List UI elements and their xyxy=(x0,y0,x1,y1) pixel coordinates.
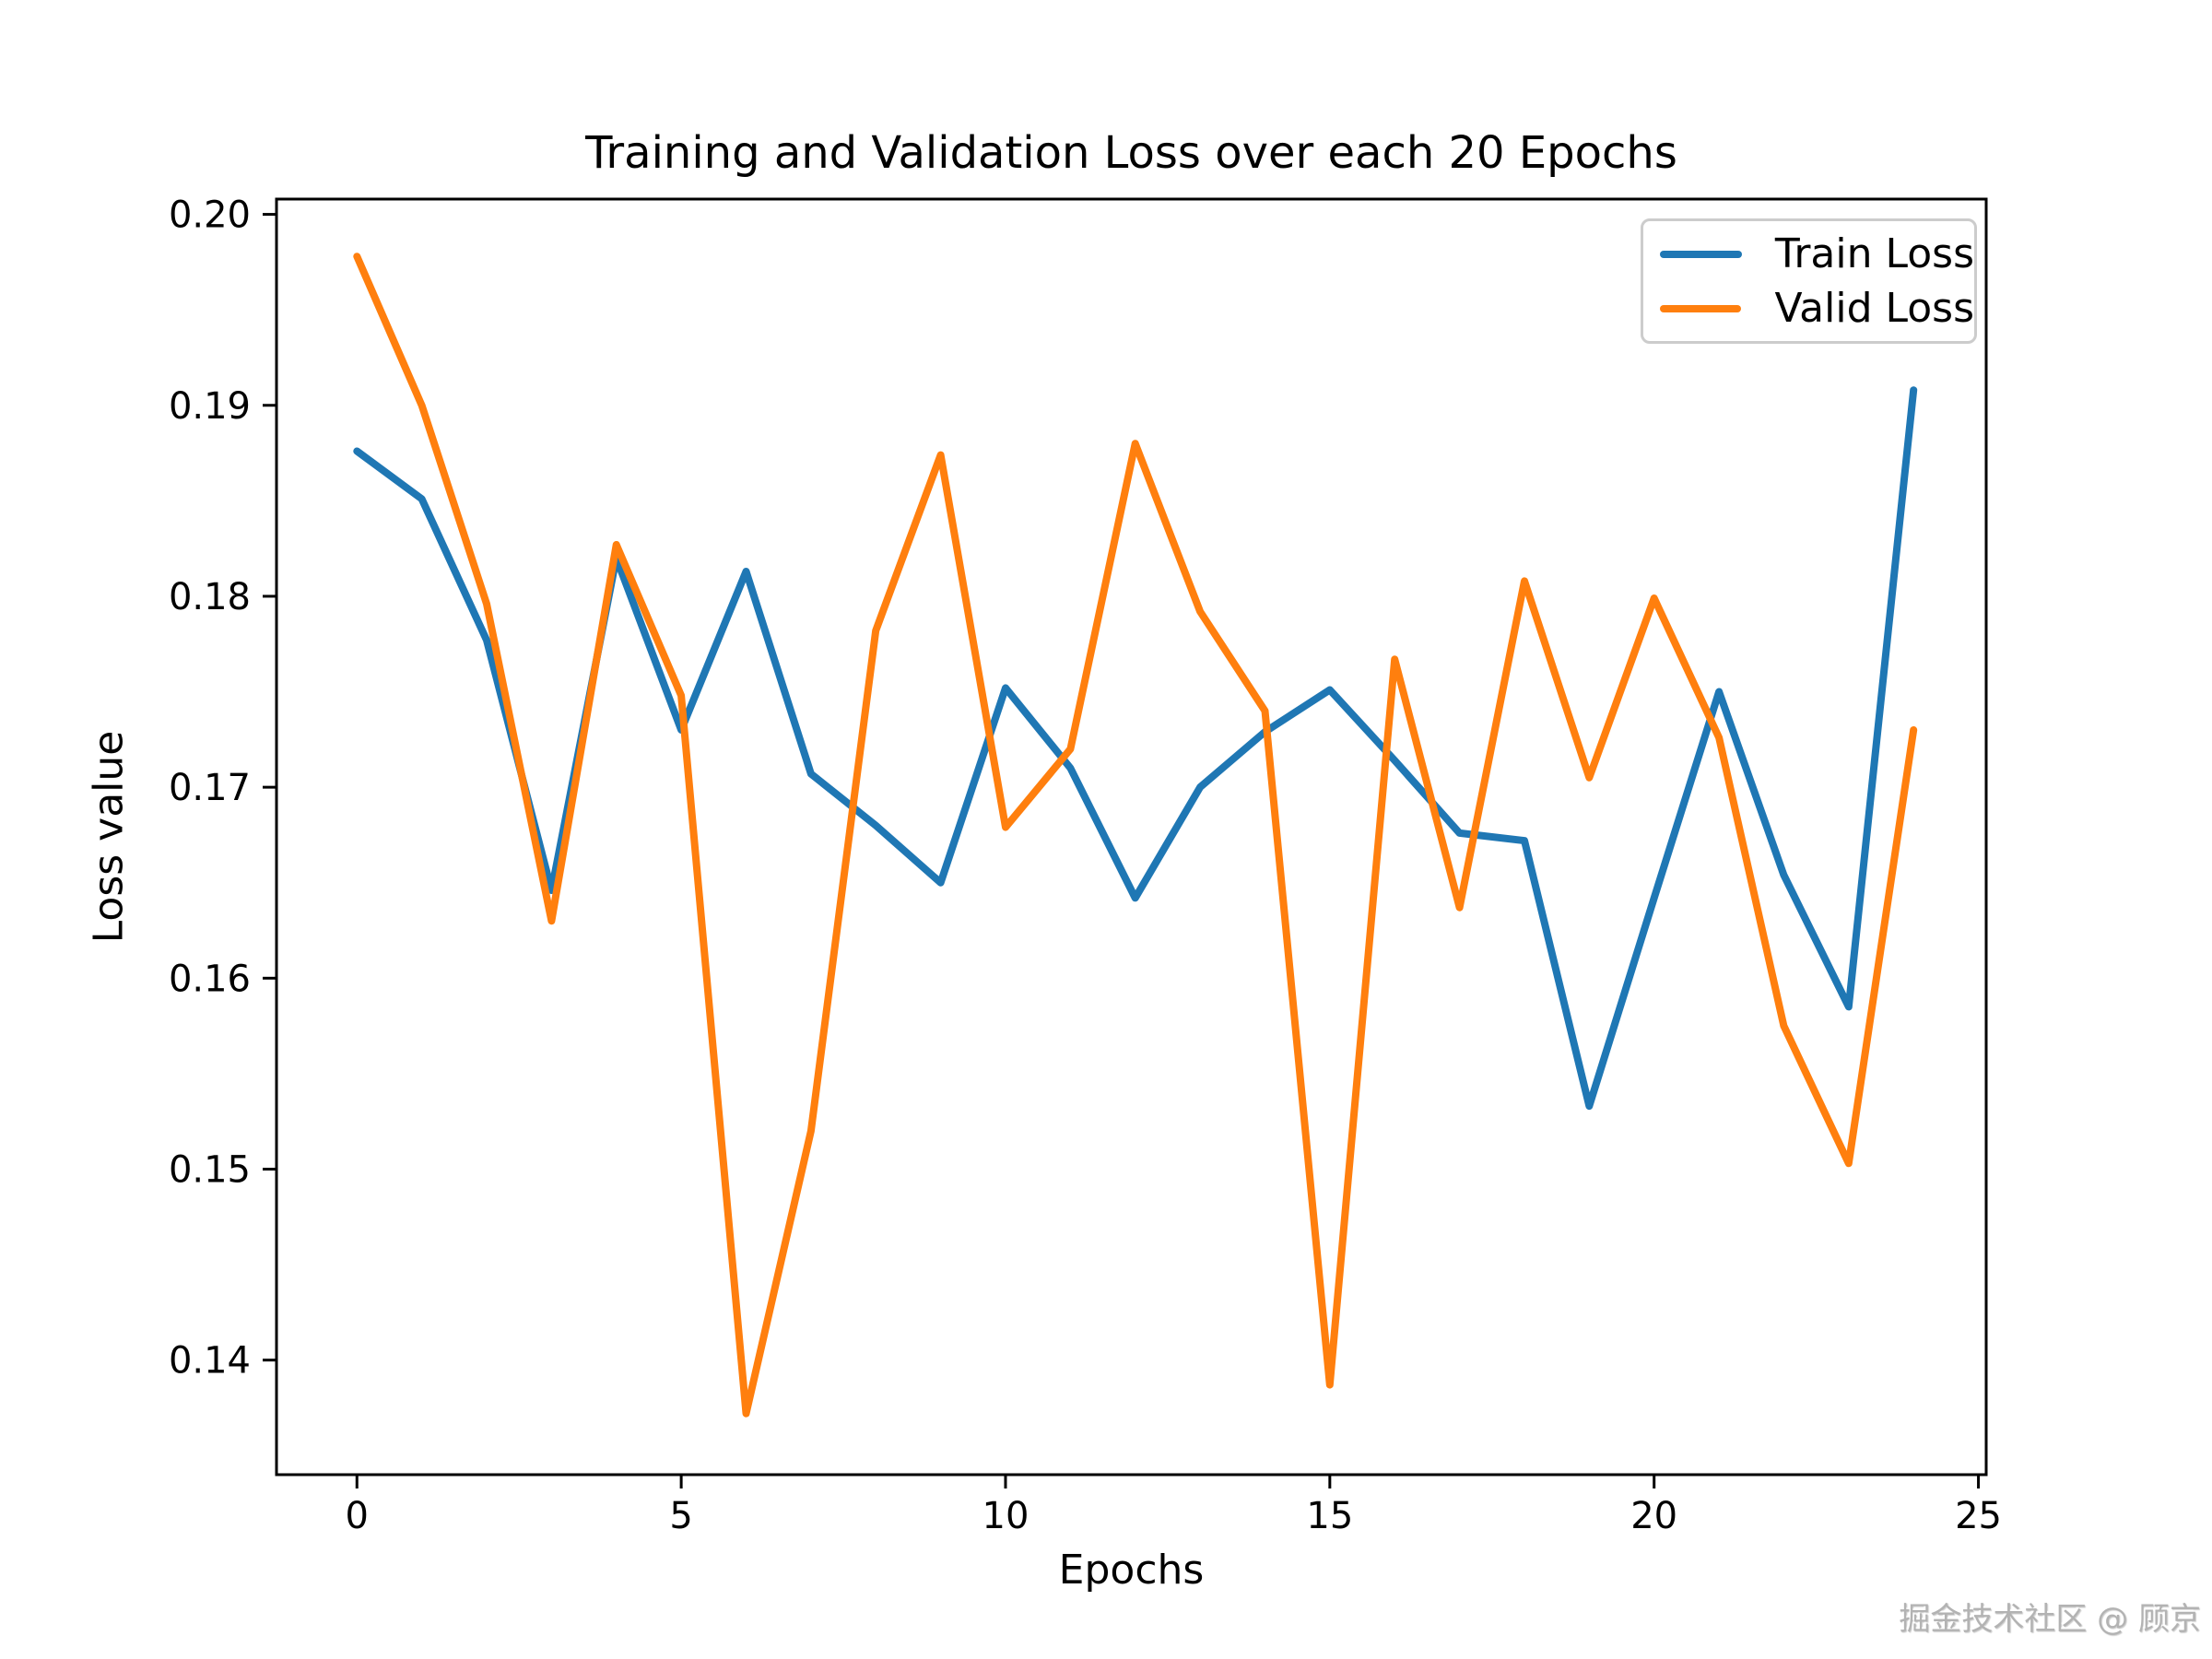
x-axis-label: Epochs xyxy=(1058,1547,1205,1594)
y-tick-label: 0.16 xyxy=(169,958,251,1000)
train-loss-legend-line xyxy=(1660,250,1742,258)
x-tick-label: 20 xyxy=(1630,1495,1677,1537)
legend-item-valid: Valid Loss xyxy=(1643,283,1974,335)
y-tick-label: 0.19 xyxy=(169,385,251,428)
x-tick-label: 15 xyxy=(1306,1495,1353,1537)
y-tick-label: 0.18 xyxy=(169,576,251,618)
axes-frame xyxy=(275,197,1988,1477)
valid-loss-legend-label: Valid Loss xyxy=(1774,285,1974,332)
watermark: 掘金技术社区 @ 顾京 xyxy=(1899,1601,2201,1638)
legend: Train Loss Valid Loss xyxy=(1641,218,1977,344)
y-tick-label: 0.20 xyxy=(169,194,251,237)
x-tick-label: 0 xyxy=(346,1495,369,1537)
y-tick-label: 0.15 xyxy=(169,1149,251,1192)
x-tick-label: 10 xyxy=(982,1495,1030,1537)
valid-loss-line xyxy=(353,253,1918,1418)
valid-loss-legend-line xyxy=(1660,304,1742,312)
train-loss-line xyxy=(353,386,1918,1111)
x-tick-label: 25 xyxy=(1955,1495,2002,1537)
y-tick-label: 0.17 xyxy=(169,767,251,809)
y-axis-label: Loss value xyxy=(85,730,133,944)
y-tick-label: 0.14 xyxy=(169,1340,251,1382)
chart-title: Training and Validation Loss over each 2… xyxy=(585,127,1677,179)
legend-item-train: Train Loss xyxy=(1643,229,1974,280)
x-tick-label: 5 xyxy=(669,1495,692,1537)
train-loss-legend-label: Train Loss xyxy=(1774,230,1974,277)
